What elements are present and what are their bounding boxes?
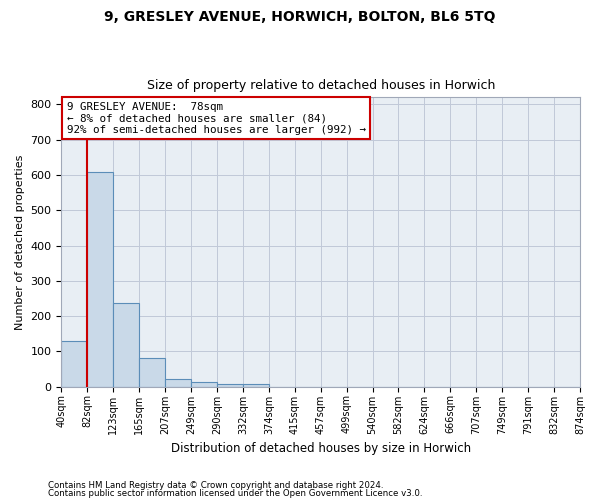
Text: 9, GRESLEY AVENUE, HORWICH, BOLTON, BL6 5TQ: 9, GRESLEY AVENUE, HORWICH, BOLTON, BL6 … — [104, 10, 496, 24]
Bar — [113, 303, 139, 386]
X-axis label: Distribution of detached houses by size in Horwich: Distribution of detached houses by size … — [170, 442, 471, 455]
Bar — [191, 382, 217, 386]
Bar — [88, 172, 113, 386]
Y-axis label: Number of detached properties: Number of detached properties — [15, 154, 25, 330]
Bar — [61, 342, 88, 386]
Title: Size of property relative to detached houses in Horwich: Size of property relative to detached ho… — [146, 79, 495, 92]
Text: Contains HM Land Registry data © Crown copyright and database right 2024.: Contains HM Land Registry data © Crown c… — [48, 481, 383, 490]
Text: Contains public sector information licensed under the Open Government Licence v3: Contains public sector information licen… — [48, 488, 422, 498]
Text: 9 GRESLEY AVENUE:  78sqm
← 8% of detached houses are smaller (84)
92% of semi-de: 9 GRESLEY AVENUE: 78sqm ← 8% of detached… — [67, 102, 365, 135]
Bar — [139, 358, 165, 386]
Bar — [165, 379, 191, 386]
Bar — [217, 384, 243, 386]
Bar — [243, 384, 269, 386]
